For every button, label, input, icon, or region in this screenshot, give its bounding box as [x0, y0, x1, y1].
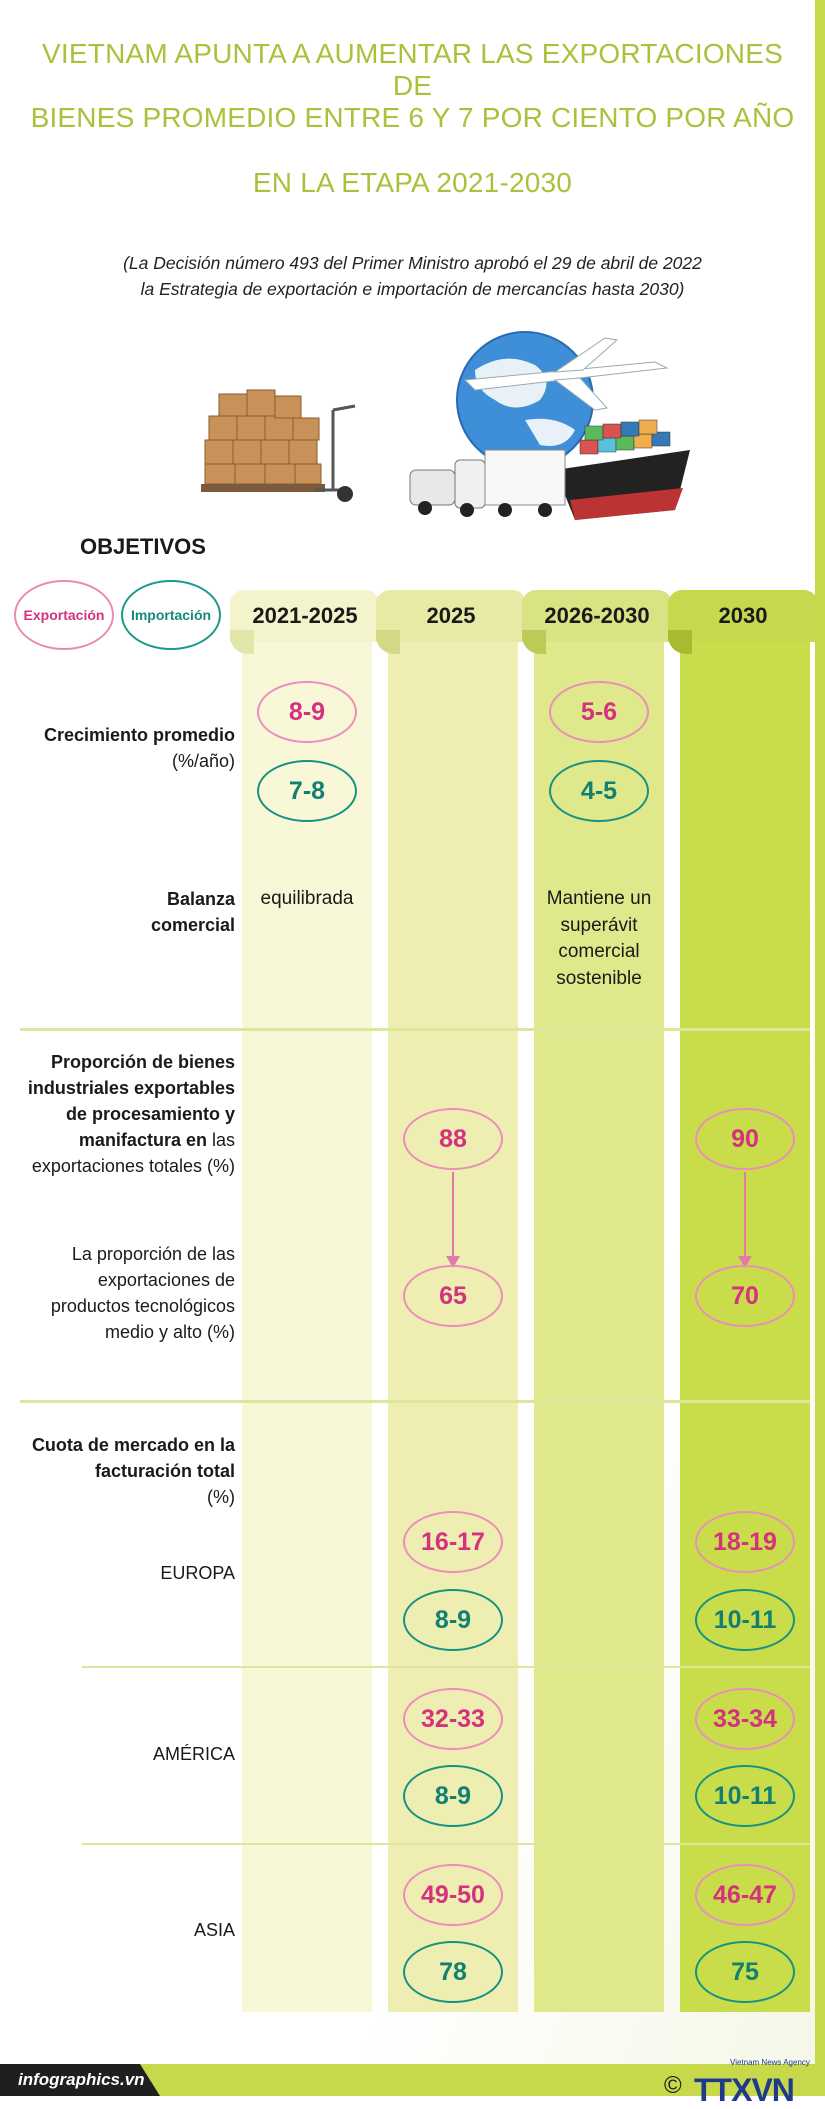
- trade-balance-label-text: Balanza comercial: [150, 889, 235, 935]
- right-accent-bar: [815, 0, 825, 2096]
- industrial-share-2025: 88: [403, 1108, 503, 1170]
- title-line-1: VIETNAM APUNTA A AUMENTAR LAS EXPORTACIO…: [42, 38, 783, 101]
- growth-label: Crecimiento promedio (%/año): [15, 722, 235, 774]
- growth-import-2026-2030: 4-5: [549, 760, 649, 822]
- market-share-label: Cuota de mercado en la facturación total…: [10, 1432, 235, 1510]
- subtitle-line-2: la Estrategia de exportación e importaci…: [140, 279, 685, 299]
- industrial-share-label-bold: Proporción de bienes industriales export…: [27, 1052, 235, 1150]
- section-divider: [20, 1028, 810, 1031]
- industrial-share-label: Proporción de bienes industriales export…: [10, 1049, 235, 1179]
- market-share-label-unit: (%): [207, 1487, 235, 1507]
- trade-balance-2021-2025: equilibrada: [260, 888, 354, 909]
- legend-import: Importación: [121, 580, 221, 650]
- column-header: 2025: [376, 590, 526, 642]
- column-header: 2021-2025: [230, 590, 380, 642]
- ttxvn-logo: TTXVN: [694, 2072, 795, 2109]
- region-divider: [82, 1666, 810, 1668]
- tech-share-label: La proporción de las exportaciones de pr…: [50, 1244, 235, 1342]
- america-import-2030: 10-11: [695, 1765, 795, 1827]
- america-export-2030: 33-34: [695, 1688, 795, 1750]
- trade-balance-2026-2030: Mantiene un superávit comercial sostenib…: [546, 888, 652, 989]
- industrial-share-label-rest: las exportaciones totales (%): [31, 1130, 235, 1176]
- growth-label-unit: (%/año): [171, 751, 235, 771]
- market-share-label-bold: Cuota de mercado en la facturación total: [31, 1435, 235, 1481]
- growth-export-2026-2030: 5-6: [549, 681, 649, 743]
- trade-balance-label: Balanza comercial: [85, 886, 235, 938]
- asia-export-2025: 49-50: [403, 1864, 503, 1926]
- subtitle-line-1: (La Decisión número 493 del Primer Minis…: [123, 253, 702, 273]
- title-line-2: BIENES PROMEDIO ENTRE 6 Y 7 POR CIENTO P…: [30, 102, 795, 133]
- objectives-heading: OBJETIVOS: [80, 534, 206, 559]
- section-divider: [20, 1400, 810, 1403]
- growth-export-2021-2025: 8-9: [257, 681, 357, 743]
- arrow-2030: [744, 1172, 746, 1260]
- footer-site-link[interactable]: infographics.vn: [0, 2064, 160, 2096]
- copyright-symbol: ©: [664, 2072, 682, 2099]
- subtitle: (La Decisión número 493 del Primer Minis…: [40, 250, 785, 302]
- column-header: 2030: [668, 590, 818, 642]
- column-body: [534, 642, 664, 2012]
- region-america-label: AMÉRICA: [152, 1744, 235, 1764]
- region-asia-label: ASIA: [193, 1920, 235, 1940]
- cargo-boxes-illustration: [201, 389, 356, 502]
- europe-import-2030: 10-11: [695, 1589, 795, 1651]
- industrial-share-2030: 90: [695, 1108, 795, 1170]
- legend-export: Exportación: [14, 580, 114, 650]
- column-body: [242, 642, 372, 2012]
- region-divider: [82, 1843, 810, 1845]
- ttxvn-logo-text: TTXVN: [694, 2072, 795, 2108]
- asia-import-2025: 78: [403, 1941, 503, 2003]
- growth-label-bold: Crecimiento promedio: [43, 725, 235, 745]
- tech-share-2030: 70: [695, 1265, 795, 1327]
- europe-export-2025: 16-17: [403, 1511, 503, 1573]
- growth-import-2021-2025: 7-8: [257, 760, 357, 822]
- europe-export-2030: 18-19: [695, 1511, 795, 1573]
- tech-share-2025: 65: [403, 1265, 503, 1327]
- column-header: 2026-2030: [522, 590, 672, 642]
- region-europe-label: EUROPA: [160, 1563, 235, 1583]
- asia-export-2030: 46-47: [695, 1864, 795, 1926]
- europe-import-2025: 8-9: [403, 1589, 503, 1651]
- title-line-3: EN LA ETAPA 2021-2030: [252, 167, 573, 198]
- logo-subtitle: Vietnam News Agency: [730, 2058, 810, 2067]
- america-import-2025: 8-9: [403, 1765, 503, 1827]
- arrow-2025: [452, 1172, 454, 1260]
- globe-plane-ship-illustration: [409, 331, 690, 520]
- asia-import-2030: 75: [695, 1941, 795, 2003]
- america-export-2025: 32-33: [403, 1688, 503, 1750]
